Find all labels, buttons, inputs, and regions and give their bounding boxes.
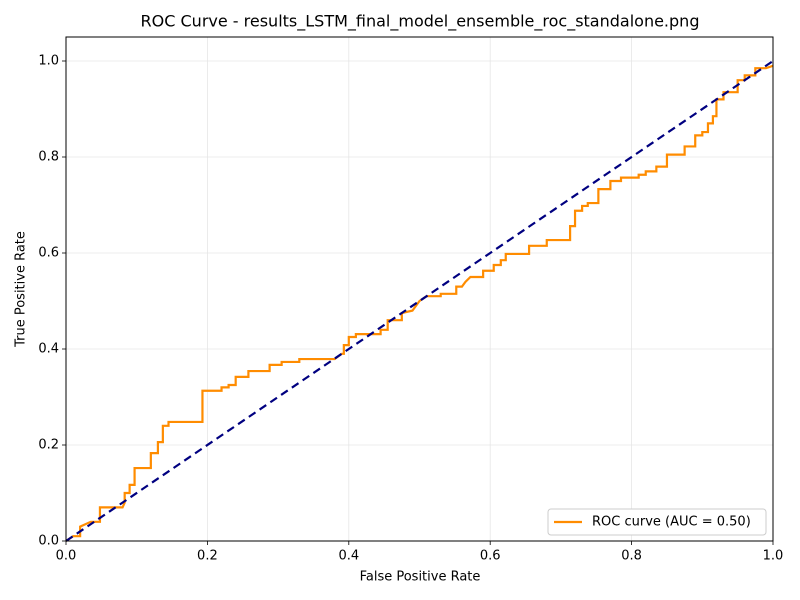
plot-frame xyxy=(65,36,774,542)
x-tick-label: 0.6 xyxy=(480,549,501,564)
x-tick-label: 0.8 xyxy=(621,549,642,564)
x-tick-label: 0.4 xyxy=(338,549,359,564)
series-line xyxy=(65,64,774,542)
y-tick-label: 0.0 xyxy=(38,534,59,549)
x-tick-label: 0.2 xyxy=(197,549,218,564)
y-axis-label: True Positive Rate xyxy=(14,231,29,348)
y-tick-label: 0.4 xyxy=(38,342,59,357)
y-tick-label: 1.0 xyxy=(38,54,59,69)
x-axis-label: False Positive Rate xyxy=(360,570,481,585)
y-tick-label: 0.6 xyxy=(38,246,59,261)
x-tick-label: 1.0 xyxy=(763,549,784,564)
legend-label: ROC curve (AUC = 0.50) xyxy=(592,515,751,530)
y-tick-label: 0.2 xyxy=(38,438,59,453)
chart-title: ROC Curve - results_LSTM_final_model_ens… xyxy=(141,12,700,32)
legend-box xyxy=(547,508,767,536)
y-tick-label: 0.8 xyxy=(38,150,59,165)
x-tick-label: 0.0 xyxy=(56,549,77,564)
